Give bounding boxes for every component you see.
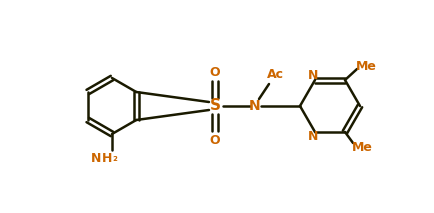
Text: Ac: Ac bbox=[266, 68, 283, 81]
Text: Me: Me bbox=[351, 141, 372, 154]
Text: N: N bbox=[307, 131, 317, 144]
Text: ₂: ₂ bbox=[112, 153, 117, 163]
Text: Me: Me bbox=[355, 59, 375, 72]
Text: H: H bbox=[102, 151, 112, 164]
Text: N: N bbox=[249, 99, 260, 113]
Text: O: O bbox=[209, 66, 220, 79]
Text: N: N bbox=[307, 69, 317, 82]
Text: O: O bbox=[209, 134, 220, 147]
Text: S: S bbox=[209, 98, 220, 114]
Text: N: N bbox=[91, 151, 101, 164]
